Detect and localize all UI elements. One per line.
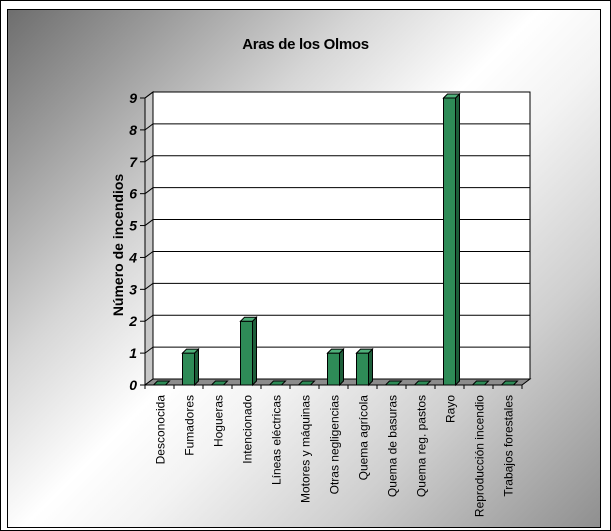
bar [327, 352, 340, 386]
bar-zero [152, 380, 171, 386]
y-tick-label: 0 [129, 377, 137, 393]
gridline [144, 314, 530, 322]
y-tick-label: 6 [129, 186, 137, 202]
y-tick-label: 8 [129, 122, 137, 138]
bar-top [326, 348, 345, 354]
gridline [144, 155, 530, 163]
bar-zero [210, 380, 229, 386]
gridline [144, 346, 530, 354]
bar-top [355, 348, 374, 354]
bar-zero [471, 380, 490, 386]
x-tick-label: Quema de basuras [386, 395, 400, 497]
bar-zero [297, 380, 316, 386]
x-tick-label: Otras negligencias [328, 395, 342, 494]
gridline [144, 187, 530, 195]
x-tick-label: Trabajos forestales [502, 395, 516, 497]
bar [182, 352, 195, 386]
x-tick-label: Reproducción incendio [473, 395, 487, 517]
bar-side [368, 347, 373, 387]
y-tick-label: 5 [129, 218, 137, 234]
bar-side [194, 347, 199, 387]
bar [443, 97, 456, 386]
bar-zero [500, 380, 519, 386]
bar-side [252, 316, 257, 387]
y-tick-label: 7 [129, 154, 138, 170]
bar-zero [413, 380, 432, 386]
x-tick-label: Quema reg. pastos [415, 395, 429, 497]
gridline [144, 282, 530, 290]
x-tick-label: Hogueras [212, 395, 226, 447]
bar-top [181, 348, 200, 354]
x-tick-label: Intencionado [241, 395, 255, 464]
bar-top [442, 93, 461, 99]
bar-zero [384, 380, 403, 386]
plot-side-wall [144, 91, 154, 386]
bar-side [455, 92, 460, 387]
bar [356, 352, 369, 386]
plot-back-wall [152, 91, 531, 380]
y-tick-label: 1 [129, 345, 137, 361]
x-tick-label: Fumadores [183, 395, 197, 456]
gridline [144, 123, 530, 131]
y-tick-label: 9 [129, 90, 137, 106]
x-tick-label: Quema agrícola [357, 395, 371, 481]
y-tick-label: 4 [128, 249, 137, 265]
y-tick-label: 3 [129, 281, 137, 297]
y-tick-label: 2 [128, 313, 137, 329]
gridline [144, 219, 530, 226]
bar [240, 320, 253, 386]
x-tick-label: Motores y máquinas [299, 395, 313, 503]
chart-title: Aras de los Olmos [242, 36, 369, 53]
gridline [144, 91, 530, 99]
bar-zero [268, 380, 287, 386]
x-tick-label: Rayo [444, 395, 458, 423]
bar-top [239, 316, 258, 322]
x-tick-label: Desconocida [154, 395, 168, 465]
gridline [144, 250, 530, 258]
x-tick-label: Líneas eléctricas [270, 395, 284, 485]
bar-side [339, 347, 344, 387]
